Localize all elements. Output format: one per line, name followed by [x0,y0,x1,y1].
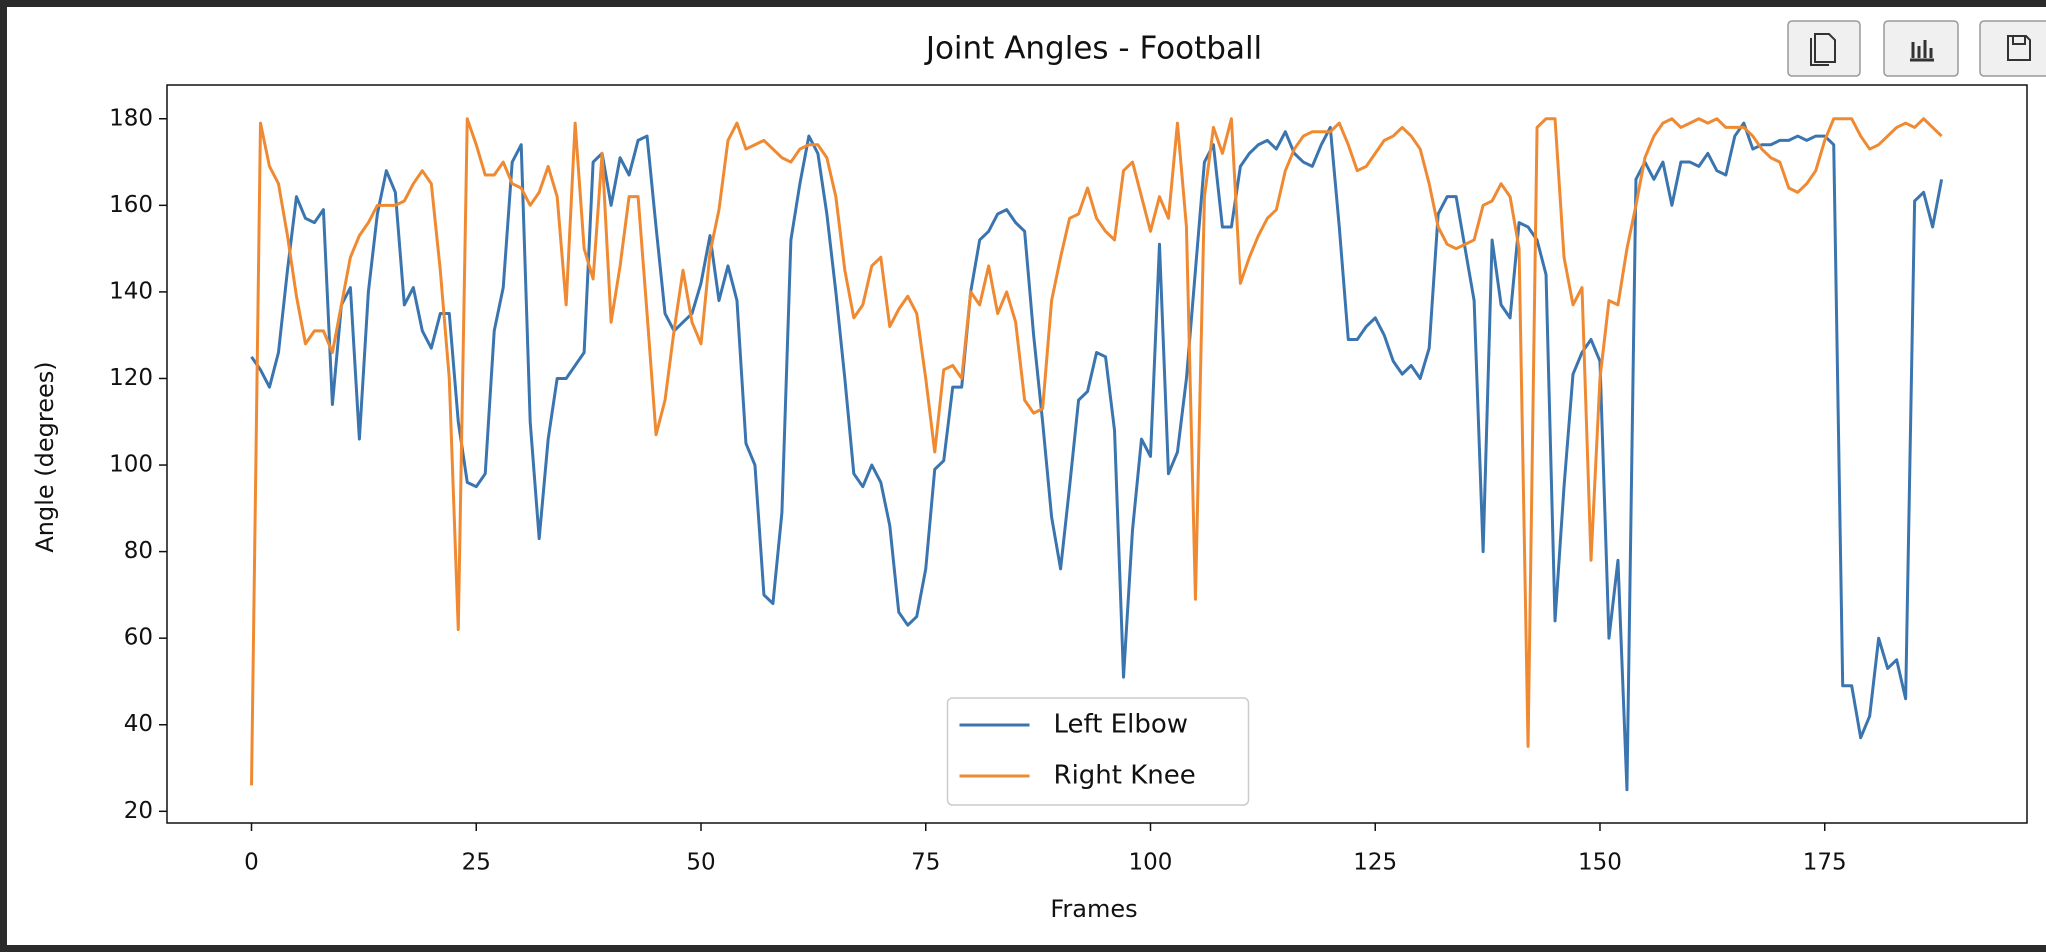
plot-frame [166,84,2028,824]
y-tick-label: 40 [124,711,153,737]
y-tick-label: 180 [109,105,153,131]
legend-label: Right Knee [1054,761,1196,791]
x-tick-label: 125 [1353,850,1397,876]
save-icon [2007,35,2031,61]
x-tick-label: 100 [1129,850,1173,876]
legend-label: Left Elbow [1054,710,1189,740]
x-tick-label: 175 [1803,850,1847,876]
chart-title: Joint Angles - Football [924,31,1262,67]
x-tick-label: 150 [1578,850,1622,876]
y-tick-label: 20 [124,798,153,824]
x-tick-label: 75 [911,850,940,876]
y-axis-label: Angle (degrees) [31,361,59,552]
chart-icon [1910,40,1934,62]
copy-icon [1810,33,1836,66]
y-tick-label: 140 [109,278,153,304]
series-line [250,121,1944,792]
toolbar [1787,20,2046,77]
y-tick-label: 160 [109,192,153,218]
save-button[interactable] [1979,20,2046,77]
x-tick-label: 25 [462,850,491,876]
y-tick-label: 120 [109,365,153,391]
x-tick-label: 50 [686,850,715,876]
series-line [250,117,1943,786]
copy-button[interactable] [1787,20,1861,77]
y-tick-label: 60 [124,625,153,651]
y-tick-label: 100 [109,452,153,478]
y-tick-label: 80 [124,538,153,564]
x-axis-label: Frames [1050,895,1137,923]
x-tick-label: 0 [244,850,259,876]
chart-button[interactable] [1883,20,1959,77]
